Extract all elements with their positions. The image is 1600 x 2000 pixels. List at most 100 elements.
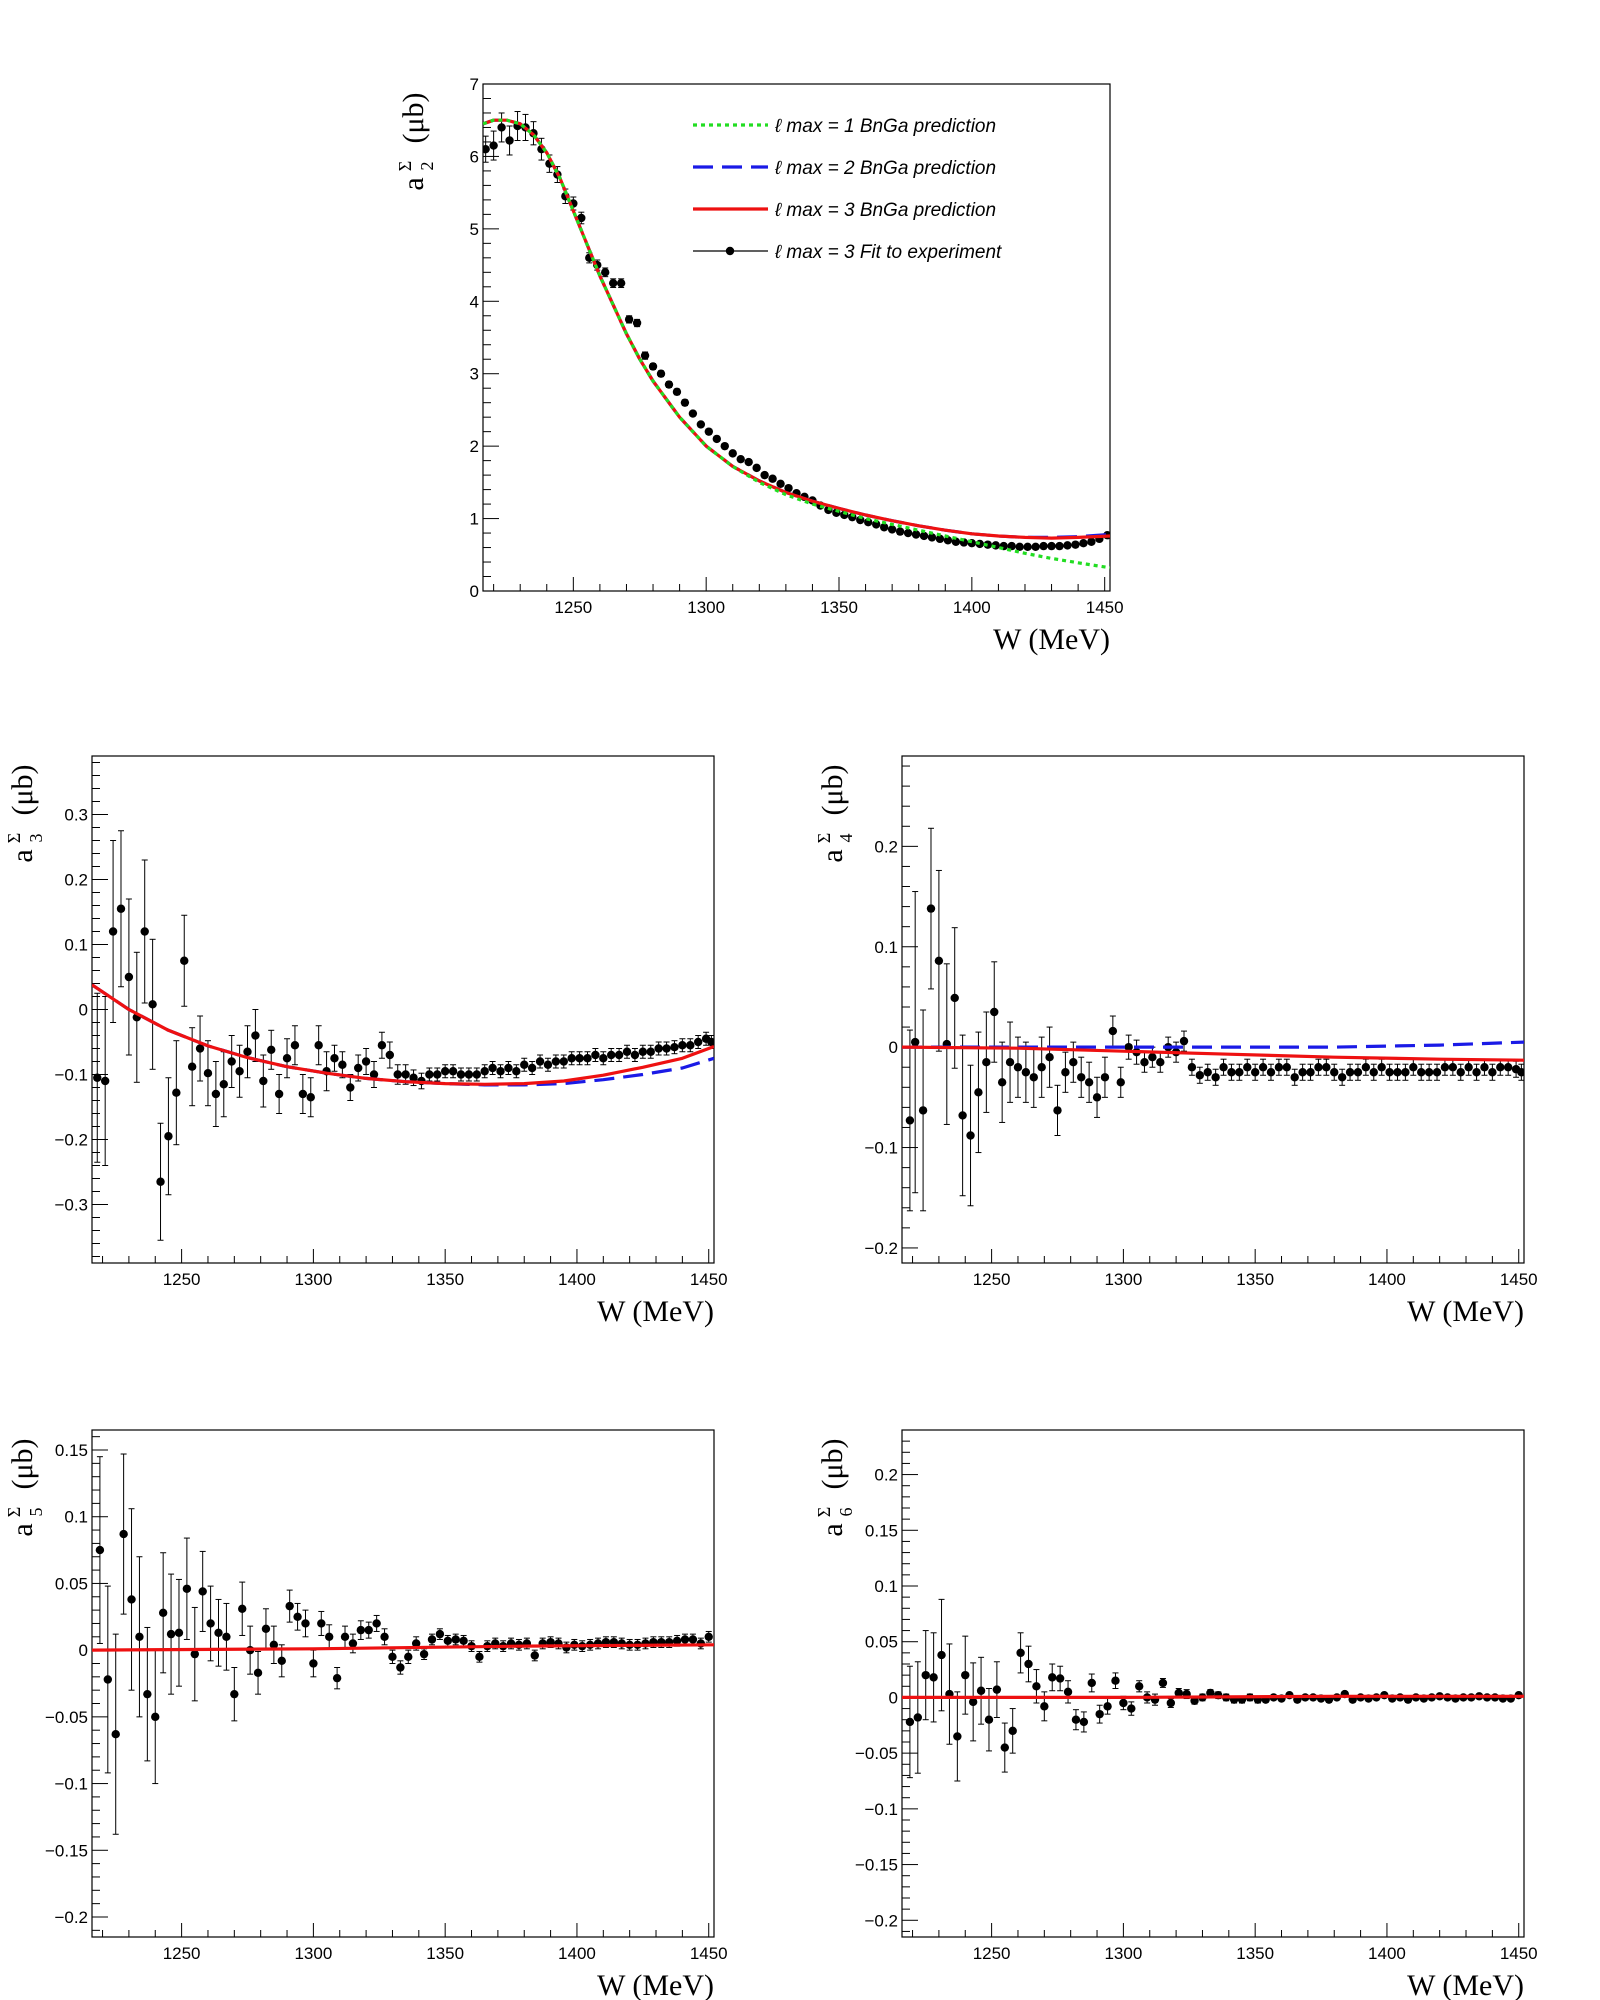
y-axis-title-a: a [6, 849, 39, 862]
data-point [678, 1041, 687, 1050]
data-point [919, 531, 929, 541]
x-tick-label: 1250 [163, 1944, 201, 1963]
y-tick-label: 0 [470, 582, 479, 601]
data-point [1174, 1688, 1183, 1698]
data-point [1111, 1676, 1120, 1685]
x-tick-label: 1300 [687, 598, 725, 617]
data-point [630, 1050, 640, 1060]
data-point [195, 1044, 205, 1053]
data-point [475, 1652, 484, 1662]
x-tick-label: 1400 [1368, 1944, 1406, 1963]
data-point [1156, 1058, 1165, 1067]
data-point [483, 144, 490, 154]
data-point [290, 1041, 300, 1050]
y-axis-title-a: a [397, 177, 430, 190]
y-axis-title-sup: Σ [395, 161, 415, 171]
data-point [974, 1088, 983, 1097]
data-point [982, 1058, 991, 1067]
y-tick-label: 0.1 [874, 938, 898, 957]
data-point [654, 1044, 663, 1053]
data-point [728, 449, 737, 458]
y-tick-label: −0.2 [54, 1908, 88, 1927]
data-point [913, 1713, 923, 1722]
data-point [1337, 1073, 1347, 1082]
data-point [1108, 1026, 1118, 1036]
data-point [704, 1632, 713, 1642]
data-point [158, 1608, 168, 1617]
data-point [911, 530, 921, 539]
legend-label: ℓ max = 3 Fit to experiment [774, 242, 1002, 263]
data-point [156, 1177, 165, 1186]
data-point [1040, 1702, 1049, 1711]
data-point [648, 362, 658, 371]
x-tick-label: 1350 [1236, 1270, 1274, 1289]
y-tick-label: 0.05 [55, 1574, 88, 1593]
data-point [187, 1062, 197, 1071]
data-point [464, 1070, 474, 1079]
data-point [646, 1047, 655, 1056]
data-point [951, 537, 961, 546]
data-point [1016, 1648, 1025, 1658]
data-point [918, 1106, 928, 1115]
data-point [269, 1640, 279, 1650]
data-point [535, 1057, 545, 1066]
data-point [203, 1069, 213, 1078]
data-point [1063, 541, 1072, 550]
data-point [1179, 1036, 1189, 1046]
x-axis-title: W (MeV) [597, 1295, 714, 1328]
data-point [377, 1041, 387, 1050]
legend-label: ℓ max = 2 BnGa prediction [774, 158, 996, 179]
prediction-curves [902, 1040, 1524, 1062]
data-point [616, 278, 626, 288]
data-point [119, 1529, 128, 1539]
y-tick-label: −0.05 [855, 1744, 898, 1763]
data-point [910, 1037, 920, 1047]
data-point [1330, 1068, 1339, 1077]
data-point [640, 351, 650, 360]
data-point [1061, 1068, 1070, 1077]
y-axis-title: aΣ 5 (μb) [4, 1438, 46, 1536]
data-point [577, 213, 586, 223]
curve-lmax2 [902, 1040, 1524, 1049]
data-point [435, 1629, 445, 1639]
y-tick-label: 2 [470, 437, 479, 456]
data-point [1021, 1068, 1031, 1077]
data-point [1079, 1717, 1089, 1727]
y-tick-label: −0.1 [864, 1800, 898, 1819]
data-point [1456, 1068, 1465, 1077]
data-point [1045, 1052, 1054, 1062]
data-point [356, 1625, 366, 1635]
data-point [961, 1670, 970, 1680]
data-point [1190, 1696, 1199, 1705]
data-point [1079, 538, 1088, 548]
data-point [404, 1652, 413, 1662]
data-point [656, 369, 666, 378]
data-point [752, 463, 761, 473]
data-point [285, 1601, 294, 1611]
legend-swatch-marker [725, 246, 735, 256]
data-point [968, 1697, 978, 1707]
data-point [1087, 537, 1096, 546]
x-tick-label: 1400 [558, 1270, 596, 1289]
y-tick-label: 0.2 [64, 871, 88, 890]
plot-frame [901, 755, 1525, 1264]
data-point [427, 1635, 437, 1644]
y-tick-label: 0 [889, 1688, 898, 1707]
data-point [1039, 541, 1048, 551]
data-point [1195, 1071, 1205, 1080]
data-point [472, 1070, 481, 1079]
data-point [1103, 1702, 1112, 1711]
y-axis-title: aΣ 2 (μb) [395, 92, 437, 190]
curve-lmax3 [92, 1643, 714, 1652]
data-point [527, 1063, 537, 1073]
data-point [551, 1057, 561, 1066]
data-point [393, 1070, 402, 1079]
data-point [1203, 1068, 1212, 1077]
data-point [1119, 1698, 1128, 1708]
data-point [116, 904, 126, 913]
data-point [1037, 1063, 1046, 1072]
data-point [496, 1067, 505, 1076]
plot-a4: 1250 1300 1350 1400 1450 −0.2 −0.1 0 0.1 0.2 W (Me… [814, 755, 1538, 1328]
y-axis-title-sup: Σ [4, 833, 24, 843]
